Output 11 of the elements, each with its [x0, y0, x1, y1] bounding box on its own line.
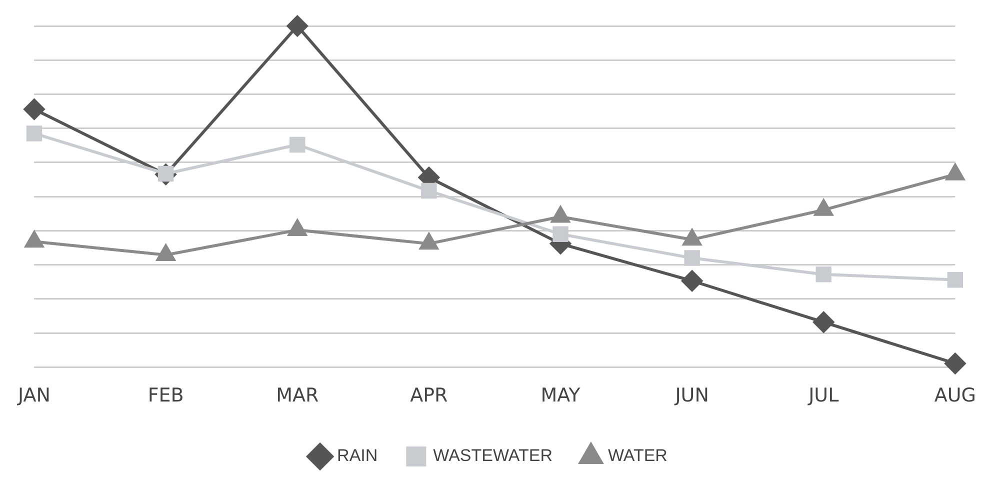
x-tick-label: MAR [276, 384, 319, 407]
x-tick-label: JUN [674, 384, 709, 407]
x-tick-label: APR [410, 384, 448, 407]
legend-label: WASTEWATER [433, 446, 552, 466]
x-tick-label: JUL [808, 384, 840, 407]
x-tick-label: MAY [540, 384, 581, 407]
legend-label: WATER [608, 446, 668, 466]
x-tick-label: FEB [148, 384, 184, 407]
x-tick-label: AUG [934, 384, 976, 407]
legend-label: RAIN [337, 446, 378, 466]
x-tick-label: JAN [17, 384, 50, 407]
